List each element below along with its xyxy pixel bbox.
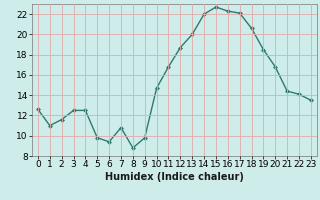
X-axis label: Humidex (Indice chaleur): Humidex (Indice chaleur) (105, 172, 244, 182)
